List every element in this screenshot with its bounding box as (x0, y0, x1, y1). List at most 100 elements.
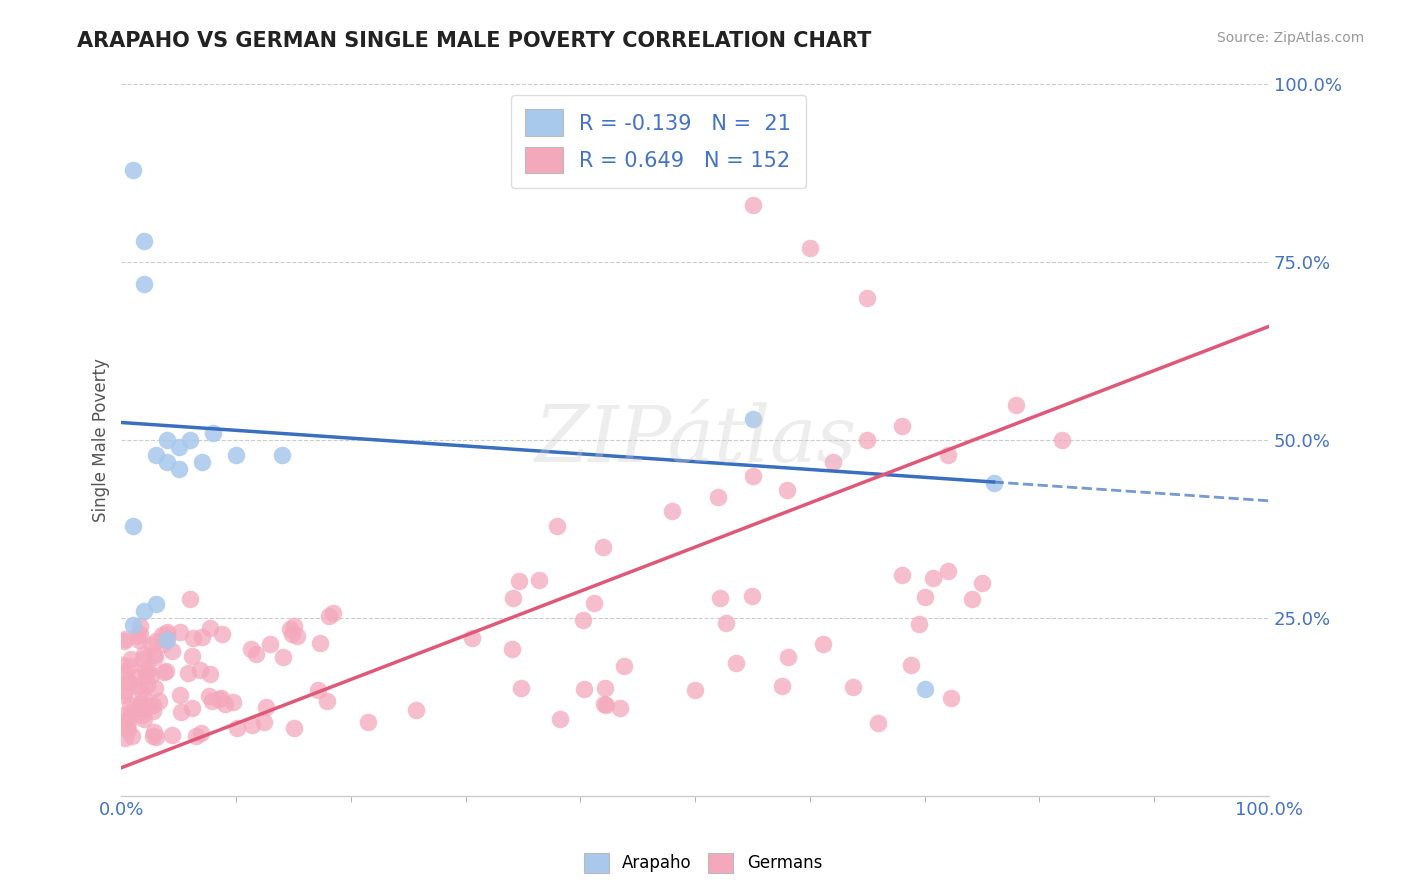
Point (510, 681, 533, 695)
Point (191, 631, 214, 645)
Point (179, 434, 201, 448)
Point (283, 721, 305, 735)
Point (114, 731, 136, 745)
Point (856, 291, 879, 305)
Point (900, 658, 922, 673)
Point (914, 590, 936, 604)
Point (741, 469, 763, 483)
Point (593, 681, 616, 695)
Point (127, 629, 149, 643)
Point (776, 483, 799, 497)
Point (253, 715, 276, 730)
Point (143, 724, 166, 739)
Point (198, 689, 221, 703)
Point (890, 419, 912, 434)
Point (200, 667, 222, 681)
Point (922, 571, 945, 585)
Point (134, 712, 156, 726)
Point (278, 622, 301, 636)
Point (502, 591, 524, 605)
Point (936, 565, 959, 579)
Text: Source: ZipAtlas.com: Source: ZipAtlas.com (1216, 31, 1364, 45)
Point (156, 455, 179, 469)
Point (128, 632, 150, 647)
Point (156, 625, 179, 640)
Text: ZIPátlas: ZIPátlas (534, 402, 856, 478)
Legend: Arapaho, Germans: Arapaho, Germans (578, 847, 828, 880)
Point (129, 619, 152, 633)
Point (239, 642, 262, 657)
Point (122, 518, 145, 533)
Point (661, 504, 683, 518)
Point (547, 518, 569, 533)
Point (112, 633, 135, 648)
Point (841, 680, 863, 694)
Point (592, 540, 614, 554)
Point (716, 616, 738, 631)
Point (202, 426, 225, 441)
Point (156, 626, 179, 640)
Point (179, 592, 201, 607)
Point (709, 591, 731, 605)
Point (142, 698, 165, 712)
Point (209, 691, 232, 706)
Point (960, 591, 983, 606)
Point (741, 198, 763, 212)
Point (309, 636, 332, 650)
Point (283, 618, 305, 632)
Point (176, 666, 198, 681)
Point (118, 659, 141, 673)
Point (259, 636, 281, 650)
Point (190, 726, 212, 740)
Point (609, 701, 631, 715)
Point (211, 627, 233, 641)
Point (595, 698, 617, 712)
Point (167, 441, 190, 455)
Point (939, 690, 962, 705)
Point (811, 636, 834, 650)
Point (125, 670, 148, 684)
Point (169, 688, 191, 702)
Point (150, 628, 173, 642)
Point (322, 606, 344, 620)
Point (111, 657, 134, 672)
Point (983, 475, 1005, 490)
Point (122, 162, 145, 177)
Text: ARAPAHO VS GERMAN SINGLE MALE POVERTY CORRELATION CHART: ARAPAHO VS GERMAN SINGLE MALE POVERTY CO… (77, 31, 872, 51)
Point (254, 700, 277, 714)
Point (145, 634, 167, 648)
Point (186, 729, 208, 743)
Point (357, 714, 380, 729)
Point (214, 697, 236, 711)
Point (155, 664, 177, 678)
Point (970, 575, 993, 590)
Point (134, 234, 156, 248)
Point (1005, 398, 1028, 412)
Point (132, 648, 155, 662)
Point (152, 637, 174, 651)
Point (136, 678, 159, 692)
Point (114, 714, 136, 728)
Point (128, 697, 150, 711)
Point (118, 709, 141, 723)
Point (131, 707, 153, 722)
Point (188, 663, 211, 677)
Point (770, 679, 793, 693)
Point (117, 673, 139, 688)
Point (162, 644, 184, 658)
Point (683, 682, 706, 697)
Point (135, 667, 157, 681)
Point (145, 448, 167, 462)
Legend: R = -0.139   N =  21, R = 0.649   N = 152: R = -0.139 N = 21, R = 0.649 N = 152 (510, 95, 806, 188)
Point (134, 604, 156, 618)
Point (201, 694, 224, 708)
Point (208, 691, 231, 706)
Point (245, 647, 267, 661)
Point (1052, 434, 1074, 448)
Point (114, 632, 136, 646)
Point (461, 631, 484, 645)
Point (181, 648, 204, 663)
Point (799, 241, 821, 255)
Point (866, 715, 889, 730)
Point (138, 698, 160, 713)
